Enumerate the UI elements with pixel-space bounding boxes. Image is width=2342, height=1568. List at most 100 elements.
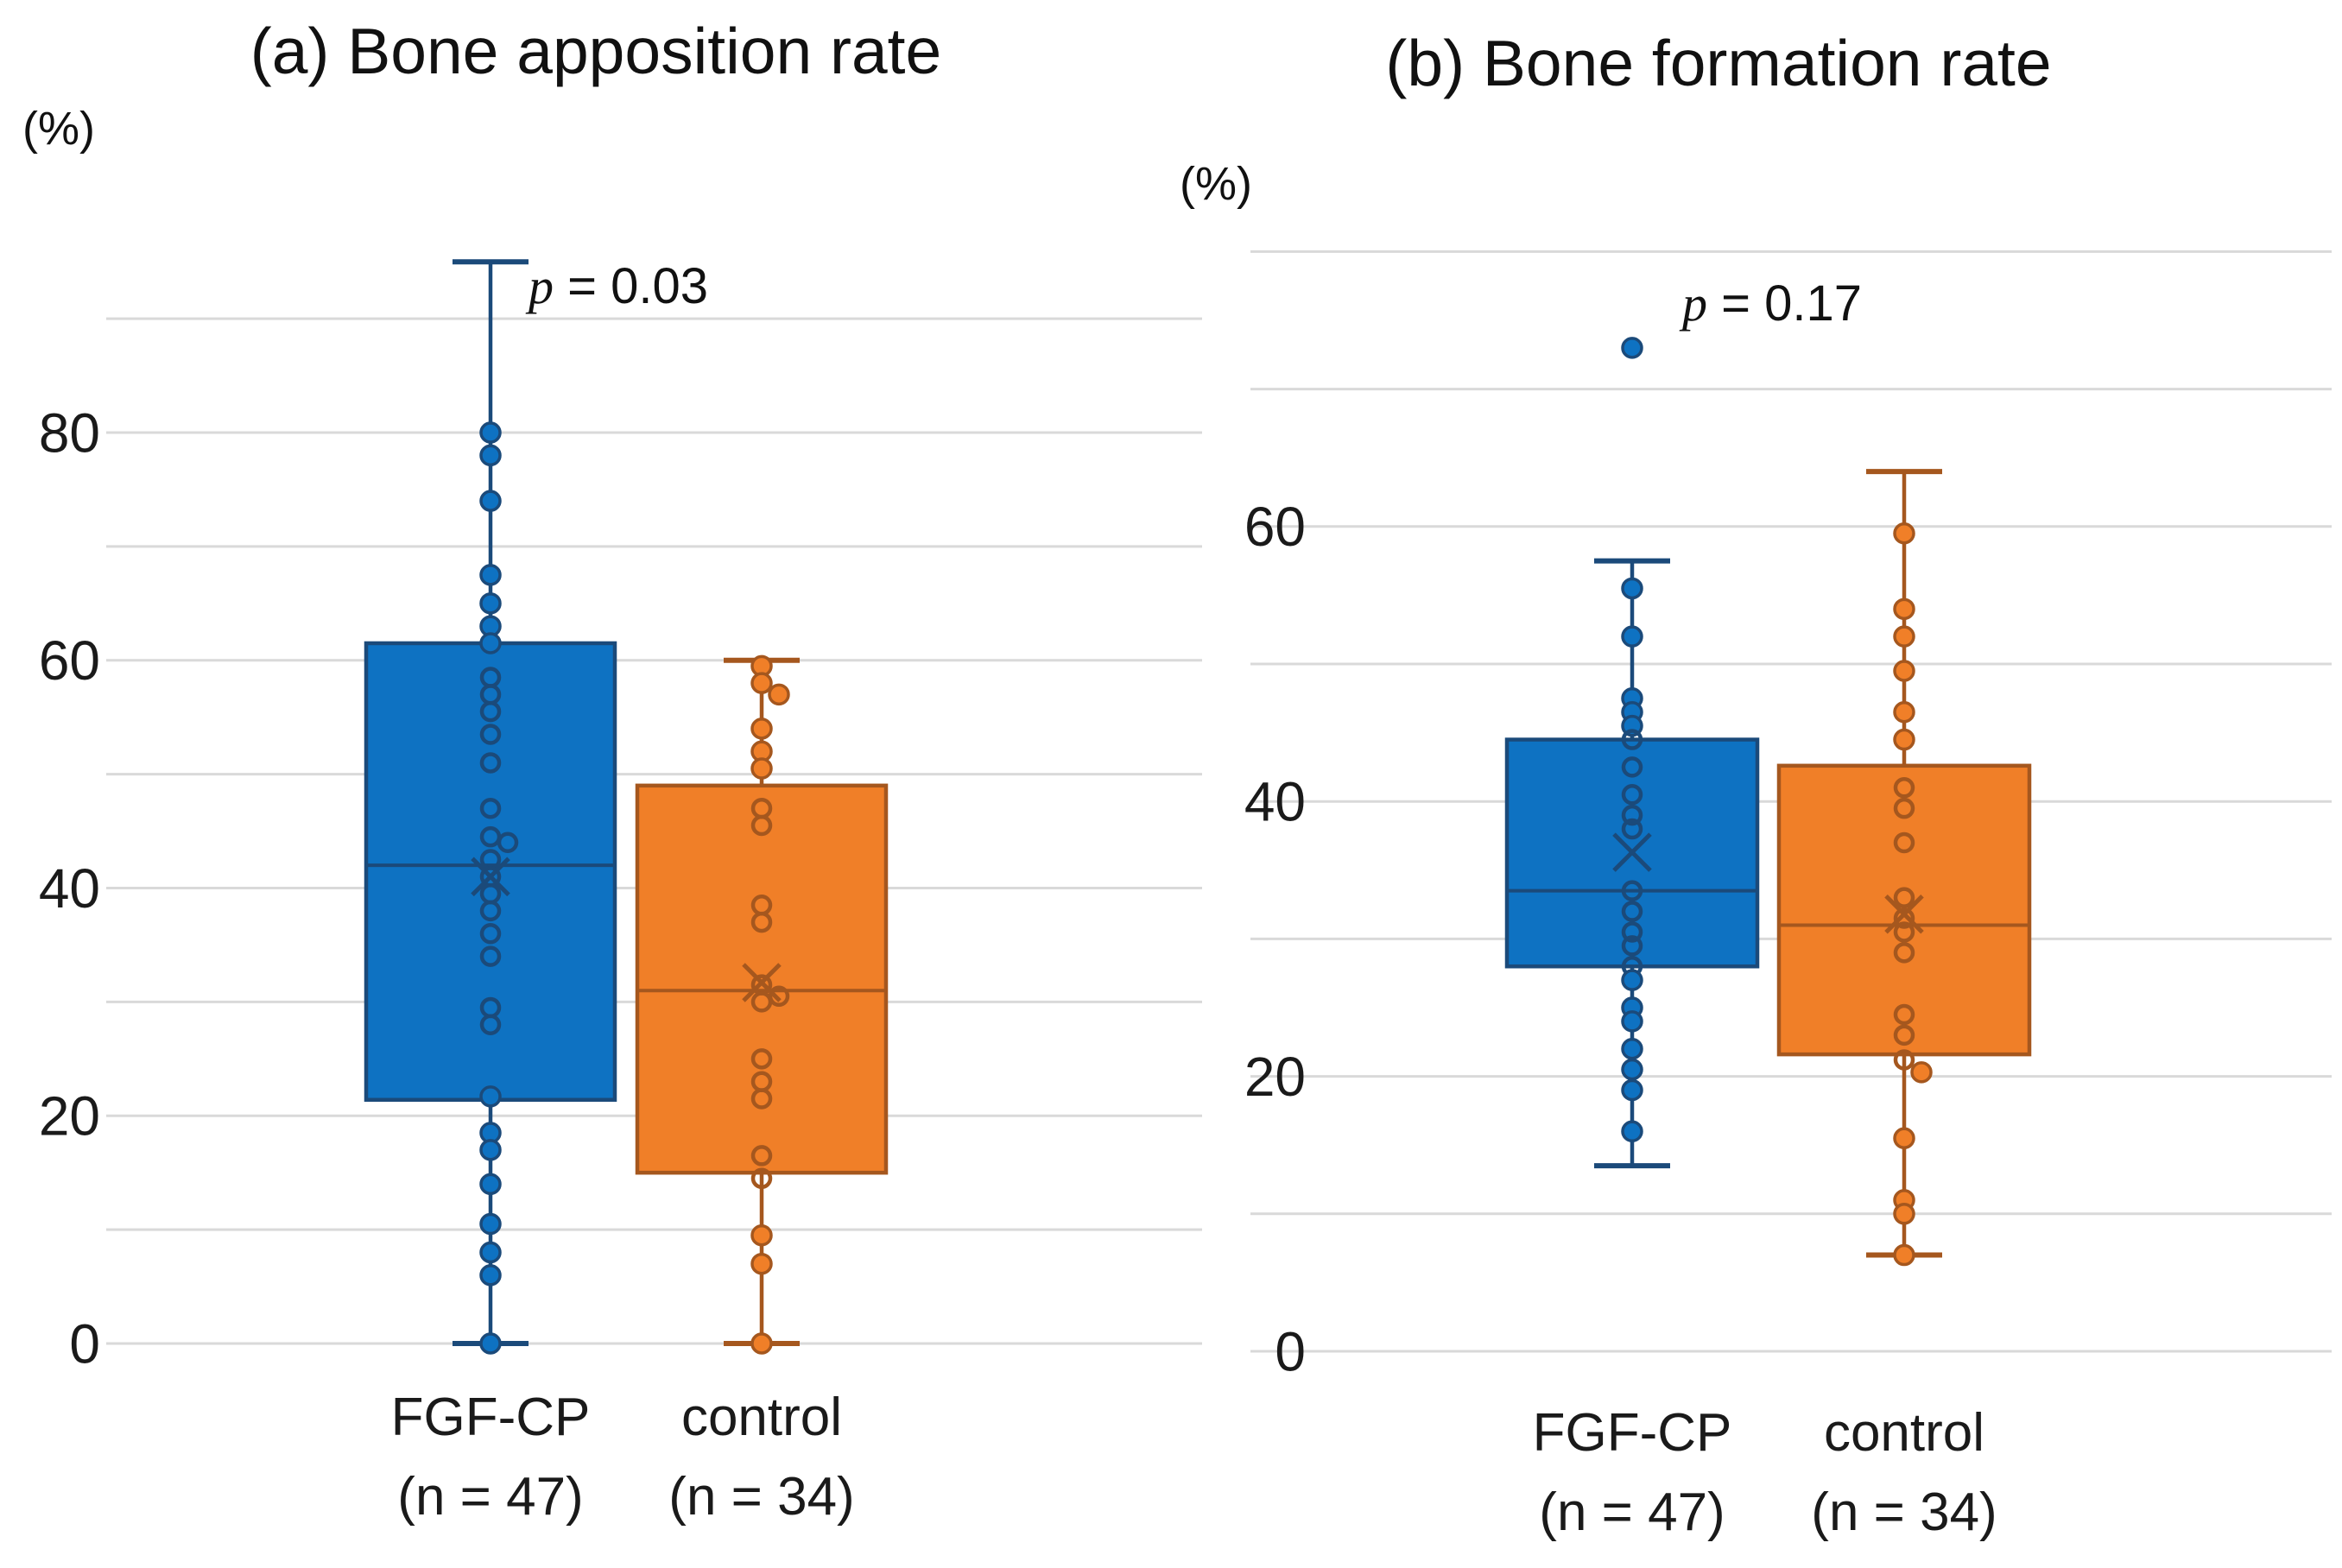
data-point-open xyxy=(1621,783,1643,806)
data-point-filled xyxy=(479,1085,502,1108)
panel-a-p-value: p = 0.03 xyxy=(529,257,708,315)
mean-x-marker xyxy=(471,857,510,897)
data-point-open xyxy=(1621,935,1643,957)
p-value-text: = 0.17 xyxy=(1707,275,1862,332)
data-point-filled xyxy=(479,490,502,512)
data-point-open xyxy=(1621,818,1643,840)
category-label: FGF-CP xyxy=(1533,1403,1732,1463)
data-point-filled xyxy=(1893,700,1915,724)
data-point-filled xyxy=(1893,728,1915,751)
data-point-open xyxy=(750,991,773,1013)
data-point-filled xyxy=(1621,969,1643,991)
panel-b-p-value: p = 0.17 xyxy=(1682,275,1862,332)
panel-a-unit-label: (%) xyxy=(22,103,95,155)
data-point-filled xyxy=(750,1332,773,1355)
data-point-open xyxy=(750,814,773,837)
p-value-text: = 0.03 xyxy=(554,258,708,314)
data-point-open xyxy=(479,797,502,819)
data-point-open xyxy=(479,900,502,922)
data-point-filled xyxy=(1893,625,1915,648)
category-label: FGF-CP xyxy=(391,1388,591,1447)
box xyxy=(635,783,889,1175)
data-point-filled xyxy=(1893,1127,1915,1149)
data-point-filled xyxy=(479,1139,502,1161)
y-tick-label: 80 xyxy=(39,401,100,464)
data-point-filled xyxy=(1621,1120,1643,1143)
data-point-open xyxy=(479,752,502,774)
data-point-filled xyxy=(1893,1243,1915,1267)
data-point-filled xyxy=(479,1212,502,1236)
mean-x-marker xyxy=(1612,832,1652,872)
data-point-filled xyxy=(750,757,773,780)
data-point-filled xyxy=(1893,522,1915,545)
data-point-open xyxy=(1621,880,1643,901)
data-point-filled xyxy=(1621,1078,1643,1102)
data-point-open xyxy=(1893,1049,1915,1071)
data-point-filled xyxy=(479,632,502,654)
data-point-open xyxy=(750,1048,773,1070)
panel-a-title: (a) Bone apposition rate xyxy=(250,15,942,87)
data-point-filled xyxy=(1621,577,1643,600)
data-point-open xyxy=(497,831,519,853)
y-tick-label: 60 xyxy=(1244,496,1306,558)
data-point-open xyxy=(479,700,502,723)
category-label: control xyxy=(1824,1403,1984,1463)
data-point-open xyxy=(1621,804,1643,826)
data-point-open xyxy=(1893,831,1915,854)
data-point-open xyxy=(750,911,773,933)
data-point-open xyxy=(1893,907,1915,929)
category-n-label: (n = 47) xyxy=(1539,1483,1725,1542)
category-n-label: (n = 47) xyxy=(397,1467,583,1527)
y-tick-label: 40 xyxy=(39,857,100,920)
data-point-open xyxy=(1621,756,1643,778)
data-point-open xyxy=(1621,921,1643,943)
data-point-filled xyxy=(768,683,790,706)
y-tick-label: 0 xyxy=(1275,1320,1306,1382)
data-point-filled xyxy=(479,592,502,615)
data-point-filled xyxy=(1621,337,1643,359)
data-point-filled xyxy=(479,444,502,467)
data-point-filled xyxy=(750,718,773,740)
data-point-open xyxy=(1893,1024,1915,1046)
data-point-filled xyxy=(1621,1010,1643,1033)
data-point-open xyxy=(479,1014,502,1035)
y-tick-label: 0 xyxy=(69,1312,100,1375)
data-point-filled xyxy=(750,1223,773,1247)
data-point-open xyxy=(750,1088,773,1110)
y-tick-label: 20 xyxy=(39,1085,100,1148)
data-point-filled xyxy=(750,672,773,694)
category-n-label: (n = 34) xyxy=(668,1467,854,1527)
data-point-open xyxy=(479,724,502,745)
data-point-open xyxy=(1893,777,1915,799)
data-point-open xyxy=(1893,1003,1915,1026)
data-point-filled xyxy=(1893,597,1915,621)
p-symbol: p xyxy=(529,258,554,314)
data-point-open xyxy=(1893,921,1915,943)
data-point-open xyxy=(750,1167,773,1190)
data-point-filled xyxy=(479,564,502,586)
category-label: control xyxy=(681,1388,842,1447)
data-point-filled xyxy=(479,1241,502,1264)
data-point-filled xyxy=(479,1173,502,1196)
data-point-open xyxy=(1893,887,1915,908)
data-point-open xyxy=(750,1145,773,1167)
data-point-filled xyxy=(1621,1038,1643,1060)
data-point-filled xyxy=(750,1252,773,1275)
panel-b-unit-label: (%) xyxy=(1180,158,1252,210)
category-n-label: (n = 34) xyxy=(1811,1483,1997,1542)
data-point-filled xyxy=(479,1332,502,1355)
data-point-filled xyxy=(1621,1058,1643,1081)
p-symbol: p xyxy=(1682,275,1707,332)
mean-x-marker xyxy=(1884,894,1924,934)
data-point-filled xyxy=(1893,1203,1915,1225)
data-point-open xyxy=(1893,942,1915,964)
data-point-filled xyxy=(479,1264,502,1287)
data-point-open xyxy=(1621,901,1643,922)
box xyxy=(364,641,617,1103)
data-point-filled xyxy=(1621,625,1643,648)
y-tick-label: 40 xyxy=(1244,771,1306,833)
data-point-open xyxy=(1893,797,1915,819)
data-point-filled xyxy=(1893,660,1915,682)
